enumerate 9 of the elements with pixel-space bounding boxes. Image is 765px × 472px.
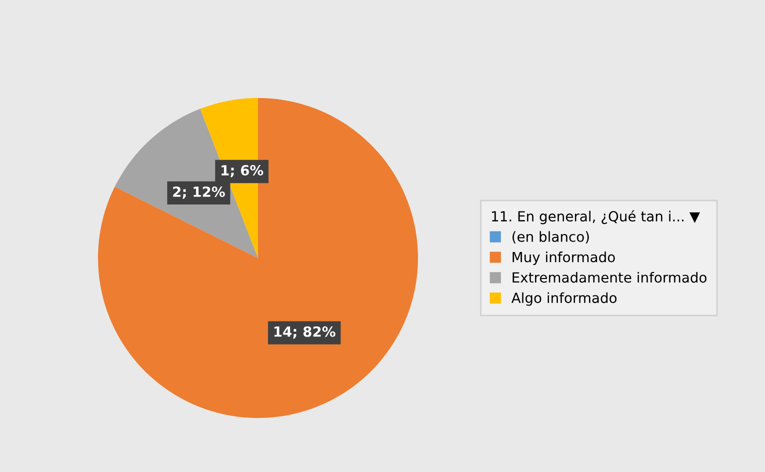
legend-label: Algo informado [511,292,617,306]
legend-title: 11. En general, ¿Qué tan i... ▼ [492,210,700,224]
data-label: 14; 82% [274,326,336,339]
pie-slice [98,98,418,418]
data-label: 2; 12% [173,186,225,199]
data-label: 1; 6% [222,165,264,178]
legend-label: (en blanco) [512,231,589,244]
legend-label: Muy informado [512,252,615,265]
legend-label: Extremadamente informado [512,272,706,283]
